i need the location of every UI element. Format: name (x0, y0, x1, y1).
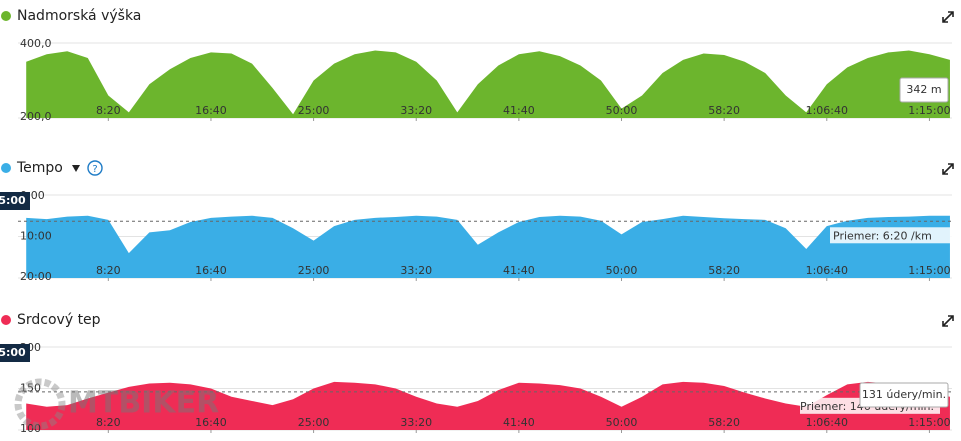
tooltip-box (899, 77, 949, 103)
x-tick-label: 33:20 (400, 416, 432, 429)
x-tick-label: 1:06:40 (806, 416, 848, 429)
svg-text:?: ? (92, 164, 97, 175)
watermark-logo (14, 378, 66, 430)
x-tick-label: 8:20 (96, 104, 121, 117)
cursor-badge (0, 192, 30, 210)
area (26, 215, 950, 278)
x-tick-label: 50:00 (606, 264, 638, 277)
x-tick-label: 41:40 (503, 416, 535, 429)
x-tick-label: 33:20 (400, 264, 432, 277)
y-tick-label: 100 (20, 422, 41, 435)
cursor-label: 5:00 (0, 194, 26, 207)
area (26, 50, 950, 118)
tooltip-box (859, 382, 949, 408)
x-tick-label: 1:15:00 (908, 104, 950, 117)
x-tick-label: 25:00 (298, 416, 330, 429)
tooltip-text: 131 údery/min. (862, 388, 946, 401)
legend-dot (1, 315, 11, 325)
legend-dot (1, 11, 11, 21)
x-tick-label: 1:06:40 (806, 104, 848, 117)
cursor-label: 5:00 (0, 346, 26, 359)
x-tick-label: 16:40 (195, 416, 227, 429)
y-tick-label: 10:00 (20, 230, 52, 243)
x-tick-label: 58:20 (708, 416, 740, 429)
x-tick-label: 16:40 (195, 264, 227, 277)
y-tick-label: 150 (20, 382, 41, 395)
x-tick-label: 41:40 (503, 104, 535, 117)
x-tick-label: 8:20 (96, 264, 121, 277)
average-label: Priemer: 6:20 /km (833, 229, 932, 242)
x-tick-label: 58:20 (708, 104, 740, 117)
y-tick-label: 200,0 (20, 110, 52, 123)
area (26, 381, 950, 430)
x-tick-label: 16:40 (195, 104, 227, 117)
x-tick-label: 41:40 (503, 264, 535, 277)
x-tick-label: 25:00 (298, 104, 330, 117)
x-tick-label: 58:20 (708, 264, 740, 277)
expand-icon[interactable] (942, 11, 954, 327)
dropdown-arrow[interactable] (72, 165, 80, 172)
x-tick-label: 1:06:40 (806, 264, 848, 277)
chart-title: Srdcový tep (17, 312, 101, 328)
x-tick-label: 1:15:00 (908, 416, 950, 429)
x-tick-label: 1:15:00 (908, 264, 950, 277)
chart-panel: Nadmorská výška 400,0 200,0 8:20 16:40 25:00 3… (1, 8, 952, 123)
tooltip-text: 342 m (906, 83, 941, 96)
average-label-bg (830, 227, 961, 244)
cursor-badge (0, 344, 30, 362)
chart-title: Nadmorská výška (17, 8, 141, 24)
x-tick-label: 50:00 (606, 104, 638, 117)
x-tick-label: 25:00 (298, 264, 330, 277)
chart-title: Tempo (16, 160, 63, 176)
help-icon[interactable]: ? (87, 160, 103, 176)
x-tick-label: 8:20 (96, 416, 121, 429)
y-tick-label: 20:00 (20, 270, 52, 283)
x-tick-label: 33:20 (400, 104, 432, 117)
watermark: MTBIKER (68, 386, 219, 421)
legend-dot (1, 163, 11, 173)
x-tick-label: 50:00 (606, 416, 638, 429)
y-tick-label: 400,0 (20, 37, 52, 50)
